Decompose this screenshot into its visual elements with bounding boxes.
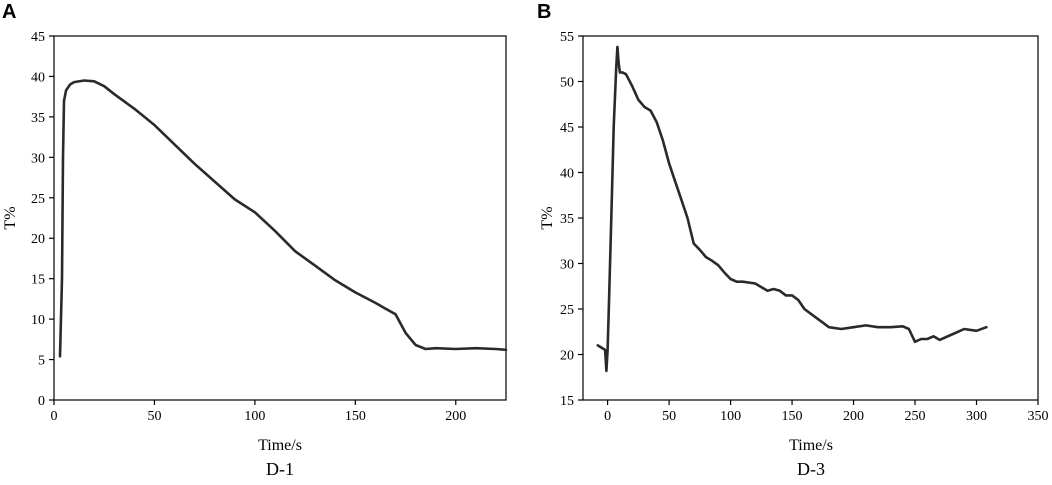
y-tick-label-a: 25: [31, 192, 45, 207]
y-tick-label-a: 35: [31, 111, 45, 126]
x-tick-label-b: 300: [966, 409, 987, 424]
y-axis-title-b: T%: [539, 206, 556, 229]
x-tick-label-b: 250: [905, 409, 926, 424]
tick-group-b: 0 50 100 150 200 250 300 350 15 20 25 30 35 40 45 50 55: [560, 30, 1049, 424]
x-tick-label-a: 150: [345, 409, 366, 424]
x-tick-label-a: 0: [51, 409, 58, 424]
panel-caption-b: D-3: [797, 459, 825, 479]
y-tick-label-b: 20: [560, 349, 574, 364]
x-tick-label-b: 200: [843, 409, 864, 424]
y-tick-label-b: 25: [560, 303, 574, 318]
y-tick-label-a: 30: [31, 151, 45, 166]
y-tick-label-b: 15: [560, 394, 574, 409]
y-tick-label-b: 55: [560, 30, 574, 45]
y-axis-title-a: T%: [2, 206, 19, 229]
x-tick-label-a: 200: [445, 409, 466, 424]
y-tick-label-a: 20: [31, 232, 45, 247]
x-axis-title-a: Time/s: [258, 437, 302, 454]
x-tick-label-b: 50: [662, 409, 676, 424]
series-line-b: [596, 45, 988, 373]
y-tick-label-b: 45: [560, 121, 574, 136]
chart-panel-b: B 0 50 100 150 200 250 300 350 15 20 25 30 35 40 45 50 5…: [537, 1, 1049, 479]
y-tick-label-a: 45: [31, 30, 45, 45]
panel-caption-a: D-1: [266, 459, 294, 479]
y-tick-label-b: 30: [560, 258, 574, 273]
x-tick-label-b: 350: [1028, 409, 1049, 424]
series-line-a: [58, 79, 508, 358]
y-tick-label-b: 35: [560, 212, 574, 227]
x-tick-label-a: 50: [147, 409, 161, 424]
panel-label-a: A: [2, 1, 16, 23]
x-tick-label-a: 100: [244, 409, 265, 424]
y-tick-label-b: 40: [560, 167, 574, 182]
x-tick-label-b: 150: [782, 409, 803, 424]
panel-label-b: B: [537, 1, 551, 23]
y-tick-label-a: 10: [31, 313, 45, 328]
x-axis-title-b: Time/s: [789, 437, 833, 454]
plot-frame-a: [53, 35, 507, 401]
x-tick-label-b: 100: [720, 409, 741, 424]
tick-group-a: 0 50 100 150 200 0 5 10 15 20 25 30 35 40 45: [31, 30, 466, 424]
y-tick-label-a: 0: [38, 394, 45, 409]
y-tick-label-a: 15: [31, 273, 45, 288]
y-tick-label-a: 5: [38, 354, 45, 369]
x-tick-label-b: 0: [604, 409, 611, 424]
plot-frame-b: [582, 35, 1039, 401]
y-tick-label-b: 50: [560, 76, 574, 91]
y-tick-label-a: 40: [31, 70, 45, 85]
